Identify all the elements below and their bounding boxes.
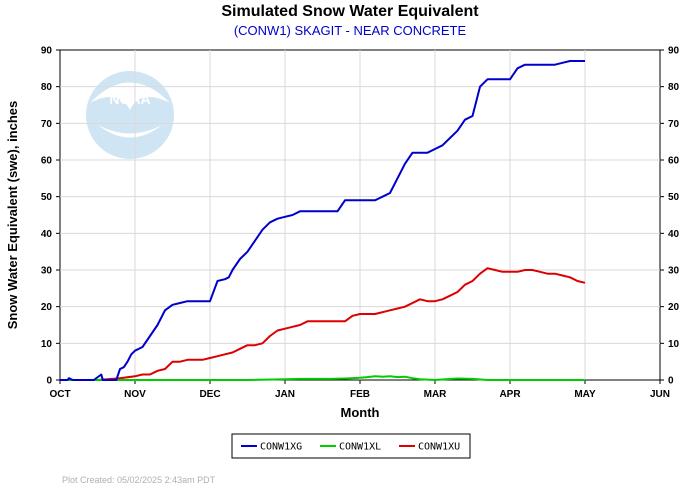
y-tick-label-right: 30	[668, 266, 680, 277]
legend: CONW1XG CONW1XL CONW1XU	[231, 433, 471, 459]
x-tick-label: DEC	[199, 389, 220, 400]
chart-title: Simulated Snow Water Equivalent	[221, 3, 479, 20]
x-tick-label: OCT	[49, 389, 70, 400]
legend-label: CONW1XL	[339, 442, 381, 453]
y-tick-label: 10	[41, 339, 53, 350]
y-tick-label: 50	[41, 192, 53, 203]
legend-label: CONW1XU	[418, 442, 460, 453]
legend-box	[231, 433, 471, 459]
y-tick-label-right: 20	[668, 302, 680, 313]
y-tick-label: 0	[46, 376, 52, 387]
y-tick-label-right: 40	[668, 229, 680, 240]
x-tick-label: FEB	[350, 389, 370, 400]
y-tick-label: 60	[41, 156, 53, 167]
y-tick-label-right: 70	[668, 119, 680, 130]
noaa-watermark: NOAA	[86, 71, 174, 159]
x-tick-label: JAN	[275, 389, 295, 400]
series-line-conw1xg	[60, 60, 585, 381]
tick-labels: 0 0 10 10 20 20 30 30 40 40 50 50 60 60 70 70 80 80 90 90 OC…	[41, 46, 680, 401]
y-tick-label-right: 50	[668, 192, 680, 203]
series-line-conw1xu	[60, 267, 586, 381]
noaa-watermark-label: NOAA	[109, 91, 150, 107]
y-tick-label-right: 90	[668, 46, 680, 57]
chart-subtitle: (CONW1) SKAGIT - NEAR CONCRETE	[234, 23, 467, 38]
y-tick-label: 30	[41, 266, 53, 277]
y-axis-label: Snow Water Equivalent (swe), inches	[5, 101, 20, 330]
y-tick-label: 40	[41, 229, 53, 240]
y-tick-label: 80	[41, 82, 53, 93]
grid	[56, 49, 664, 384]
x-axis-label: Month	[341, 405, 380, 420]
series-line-conw1xl	[60, 375, 585, 381]
x-tick-label: MAY	[574, 389, 596, 400]
series-group	[60, 60, 586, 381]
x-tick-label: JUN	[650, 389, 670, 400]
y-tick-label: 90	[41, 46, 53, 57]
x-tick-label: APR	[499, 389, 521, 400]
y-tick-label: 70	[41, 119, 53, 130]
y-tick-label-right: 80	[668, 82, 680, 93]
x-tick-label: MAR	[424, 389, 448, 400]
y-tick-label-right: 60	[668, 156, 680, 167]
y-tick-label-right: 0	[668, 376, 674, 387]
legend-label: CONW1XG	[260, 442, 302, 453]
plot-created-note: Plot Created: 05/02/2025 2:43am PDT	[62, 475, 216, 485]
y-tick-label-right: 10	[668, 339, 680, 350]
y-tick-label: 20	[41, 302, 53, 313]
x-tick-label: NOV	[124, 389, 146, 400]
